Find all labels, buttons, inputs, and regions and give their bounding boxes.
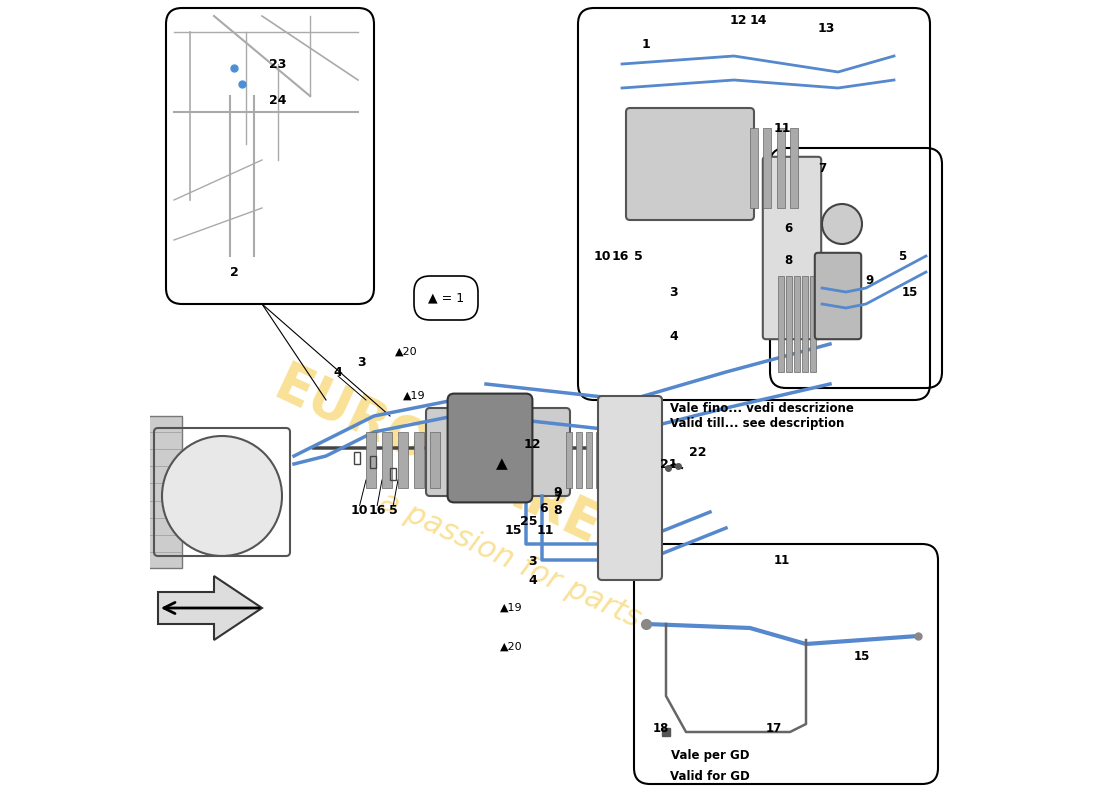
Circle shape xyxy=(822,204,862,244)
Circle shape xyxy=(162,436,282,556)
Text: 9: 9 xyxy=(866,274,874,286)
Bar xyxy=(763,128,771,208)
Text: 17: 17 xyxy=(766,722,782,734)
Text: 9: 9 xyxy=(553,486,562,498)
Text: 4: 4 xyxy=(333,366,342,378)
Text: 4: 4 xyxy=(528,574,537,586)
Bar xyxy=(414,432,425,488)
Bar xyxy=(778,276,783,372)
Bar xyxy=(777,128,784,208)
Text: ▲ = 1: ▲ = 1 xyxy=(428,291,464,305)
Bar xyxy=(790,128,798,208)
Bar xyxy=(586,432,593,488)
Text: 2: 2 xyxy=(230,266,239,278)
Text: 12: 12 xyxy=(729,14,747,26)
Text: 5: 5 xyxy=(388,504,397,517)
Text: 4: 4 xyxy=(670,330,679,342)
Text: 24: 24 xyxy=(270,94,287,106)
Bar xyxy=(430,432,440,488)
Text: 22: 22 xyxy=(690,446,706,458)
Bar xyxy=(142,416,182,568)
Text: 13: 13 xyxy=(817,22,835,34)
Text: 23: 23 xyxy=(270,58,287,70)
Text: ▲: ▲ xyxy=(496,457,508,471)
Text: 6: 6 xyxy=(539,502,548,514)
Text: 15: 15 xyxy=(902,286,918,298)
Bar xyxy=(366,432,376,488)
Text: 10: 10 xyxy=(593,250,611,262)
Text: 10: 10 xyxy=(351,504,369,517)
Text: 14: 14 xyxy=(749,14,767,26)
FancyBboxPatch shape xyxy=(626,108,754,220)
Bar xyxy=(382,432,393,488)
FancyBboxPatch shape xyxy=(815,253,861,339)
Text: a passion for parts: a passion for parts xyxy=(375,486,646,634)
Text: Vale fino... vedi descrizione: Vale fino... vedi descrizione xyxy=(670,402,854,414)
FancyBboxPatch shape xyxy=(612,430,652,562)
Text: 16: 16 xyxy=(612,250,629,262)
Text: ▲20: ▲20 xyxy=(500,642,522,651)
Text: 7: 7 xyxy=(818,162,826,174)
Text: 3: 3 xyxy=(528,555,537,568)
Text: 3: 3 xyxy=(358,356,366,369)
Bar xyxy=(398,432,408,488)
Text: 16: 16 xyxy=(368,504,386,517)
Text: 11: 11 xyxy=(537,524,554,537)
Bar xyxy=(794,276,800,372)
Bar xyxy=(750,128,758,208)
Bar xyxy=(566,432,572,488)
Bar xyxy=(370,456,376,468)
Text: 3: 3 xyxy=(670,286,679,298)
Text: Valid for GD: Valid for GD xyxy=(670,770,750,782)
Text: 11: 11 xyxy=(774,554,790,566)
Bar xyxy=(810,276,815,372)
Text: 25: 25 xyxy=(520,515,538,528)
Bar xyxy=(390,468,396,480)
Text: ▲19: ▲19 xyxy=(403,391,426,401)
Text: EUROSPARES: EUROSPARES xyxy=(265,358,642,570)
FancyBboxPatch shape xyxy=(598,396,662,580)
Bar xyxy=(802,276,807,372)
Text: Vale per GD: Vale per GD xyxy=(671,750,749,762)
Text: Valid till... see description: Valid till... see description xyxy=(670,418,845,430)
Text: 8: 8 xyxy=(784,254,792,266)
Text: 1: 1 xyxy=(641,38,650,50)
Text: 15: 15 xyxy=(505,524,522,537)
Text: 6: 6 xyxy=(784,222,792,234)
FancyBboxPatch shape xyxy=(448,394,532,502)
Text: 15: 15 xyxy=(854,650,870,662)
Bar xyxy=(606,432,613,488)
Text: 5: 5 xyxy=(634,250,642,262)
Text: ▲20: ▲20 xyxy=(395,347,417,357)
Text: 11: 11 xyxy=(773,122,791,134)
Text: 7: 7 xyxy=(553,491,562,504)
Text: 12: 12 xyxy=(524,438,541,450)
Text: 21: 21 xyxy=(660,458,678,470)
Bar xyxy=(786,276,792,372)
Text: 5: 5 xyxy=(898,250,906,262)
FancyBboxPatch shape xyxy=(777,190,812,322)
Bar xyxy=(354,452,361,464)
Text: 8: 8 xyxy=(553,504,562,517)
Text: 18: 18 xyxy=(652,722,669,734)
Bar xyxy=(596,432,603,488)
Polygon shape xyxy=(158,576,262,640)
Text: ▲19: ▲19 xyxy=(500,603,522,613)
Bar xyxy=(576,432,582,488)
FancyBboxPatch shape xyxy=(762,157,822,339)
FancyBboxPatch shape xyxy=(426,408,570,496)
